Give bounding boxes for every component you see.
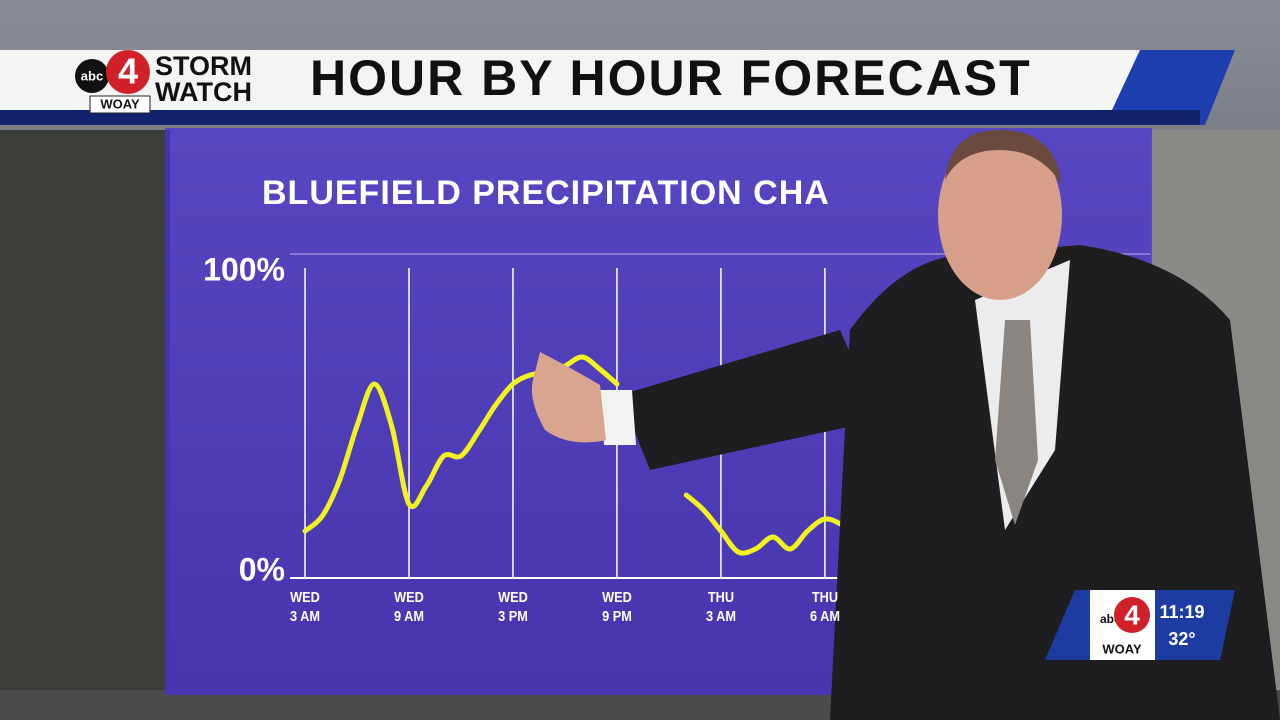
banner-underline xyxy=(0,110,1200,125)
bug-temperature: 32° xyxy=(1168,629,1195,649)
trees xyxy=(0,130,170,720)
bug-logo-badge xyxy=(1114,597,1150,633)
logo-circle xyxy=(75,59,109,93)
bug-logo-station: WOAY xyxy=(1102,641,1142,656)
y-tick-label: 0% xyxy=(239,551,285,587)
head xyxy=(938,130,1062,300)
x-tick-label: WED 9 PM xyxy=(602,589,632,625)
cuff xyxy=(600,390,636,445)
arm xyxy=(620,330,880,470)
brand-line: WATCH xyxy=(155,77,252,107)
banner: abc 4 WOAY STORM WATCH HOUR BY HOUR FORE… xyxy=(0,50,1235,125)
logo-station-box xyxy=(89,95,151,114)
x-tick-label: WED 3 PM xyxy=(498,589,528,625)
banner-title: HOUR BY HOUR FORECAST xyxy=(310,50,1032,106)
hair xyxy=(945,130,1062,185)
tie xyxy=(995,320,1038,525)
time-temp-bug: abc 4 WOAY 11:19 32° xyxy=(1045,590,1235,660)
x-tick-label: WED 9 AM xyxy=(393,589,424,625)
x-tick-label: THU 6 AM xyxy=(809,589,840,625)
x-tick-label: WED 3 AM xyxy=(290,589,320,625)
brand-line: STORM xyxy=(155,51,252,81)
x-tick-label: THU 3 AM xyxy=(705,589,736,625)
logo-station: WOAY xyxy=(100,96,140,111)
chart-title: BLUEFIELD PRECIPITATION CHA xyxy=(262,174,830,212)
logo-channel: 4 xyxy=(118,51,138,92)
banner-bar xyxy=(0,50,1140,110)
logo-badge xyxy=(106,50,150,94)
bug-time: 11:19 xyxy=(1159,602,1204,622)
logo-network: abc xyxy=(81,68,103,83)
y-tick-label: 100% xyxy=(203,251,285,287)
hand xyxy=(531,352,606,443)
bug-logo-channel: 4 xyxy=(1124,599,1140,630)
